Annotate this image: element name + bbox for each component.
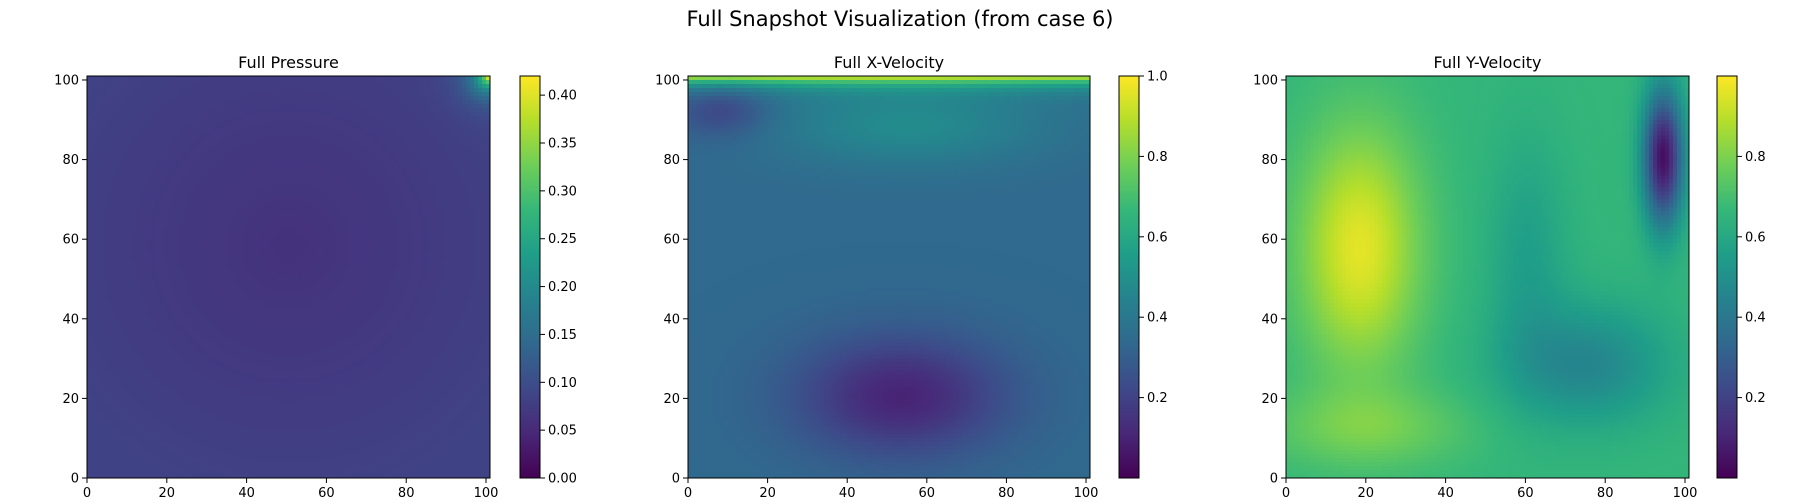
x-tick-label: 80	[1597, 486, 1614, 500]
y-tick-label: 80	[62, 153, 79, 168]
y-tick-label: 0	[71, 472, 79, 487]
colorbar-tick-label: 0.8	[1745, 150, 1766, 165]
panel-yvel: Full Y-Velocity 0 20 40 60 80 100 0 20 40 60 80 100 0…	[1253, 53, 1766, 501]
heatmap-image	[688, 76, 1090, 478]
colorbar-tick-label: 0.6	[1147, 230, 1168, 245]
colorbar	[519, 75, 541, 479]
x-tick-label: 40	[839, 486, 856, 500]
colorbar-tick-label: 0.05	[548, 424, 577, 439]
colorbar-tick-label: 0.20	[548, 280, 577, 295]
x-tick-label: 0	[684, 486, 692, 500]
colorbar-tick-label: 0.4	[1147, 311, 1168, 326]
x-tick-label: 40	[238, 486, 255, 500]
x-tick-label: 20	[759, 486, 776, 500]
x-tick-label: 80	[998, 486, 1015, 500]
panel-xvel: Full X-Velocity 0 20 40 60 80 100 0 20 40 60 80 100 0…	[655, 53, 1168, 501]
colorbar	[1716, 75, 1738, 479]
colorbar-tick-label: 0.25	[548, 232, 577, 247]
colorbar-tick-label: 0.4	[1745, 311, 1766, 326]
y-tick-label: 20	[62, 392, 79, 407]
axes-frame	[86, 75, 491, 479]
y-tick-label: 0	[1270, 472, 1278, 487]
colorbar-tick-label: 0.10	[548, 376, 577, 391]
heatmap-image	[87, 76, 490, 478]
x-tick-label: 20	[159, 486, 176, 500]
colorbar-tick-label: 0.2	[1147, 391, 1168, 406]
colorbar-tick-label: 0.00	[548, 472, 577, 487]
x-tick-label: 60	[318, 486, 335, 500]
y-tick-label: 100	[655, 73, 680, 88]
y-tick-label: 100	[1253, 73, 1278, 88]
axes-frame	[1285, 75, 1690, 479]
y-tick-label: 40	[62, 312, 79, 327]
panel-title: Full Pressure	[238, 53, 339, 72]
y-tick-label: 60	[663, 233, 680, 248]
y-tick-label: 40	[1261, 312, 1278, 327]
x-tick-label: 100	[1074, 486, 1099, 500]
x-tick-label: 0	[1282, 486, 1290, 500]
y-tick-label: 40	[663, 312, 680, 327]
colorbar-tick-label: 1.0	[1147, 70, 1168, 85]
panel-title: Full X-Velocity	[834, 53, 944, 72]
y-tick-label: 80	[663, 153, 680, 168]
y-tick-label: 60	[1261, 233, 1278, 248]
y-tick-label: 20	[663, 392, 680, 407]
y-tick-label: 100	[54, 73, 79, 88]
heatmap-image	[1286, 76, 1689, 478]
colorbar-tick-label: 0.15	[548, 328, 577, 343]
y-tick-label: 0	[672, 472, 680, 487]
panel-pressure: Full Pressure 0 20 40 60 80 100 0 20 40 60 80 100 0.0…	[54, 53, 577, 501]
colorbar-tick-label: 0.6	[1745, 230, 1766, 245]
colorbar-tick-label: 0.30	[548, 184, 577, 199]
colorbar-tick-label: 0.2	[1745, 391, 1766, 406]
x-tick-label: 100	[474, 486, 499, 500]
figure-title: Full Snapshot Visualization (from case 6…	[687, 7, 1114, 31]
y-tick-label: 60	[62, 233, 79, 248]
y-tick-label: 80	[1261, 153, 1278, 168]
x-tick-label: 60	[919, 486, 936, 500]
colorbar	[1118, 75, 1140, 479]
panel-title: Full Y-Velocity	[1434, 53, 1542, 72]
axes-frame	[687, 75, 1091, 479]
x-tick-label: 80	[398, 486, 415, 500]
x-tick-label: 60	[1517, 486, 1534, 500]
x-tick-label: 0	[83, 486, 91, 500]
x-tick-label: 40	[1437, 486, 1454, 500]
colorbar-tick-label: 0.35	[548, 137, 577, 152]
y-tick-label: 20	[1261, 392, 1278, 407]
x-tick-label: 100	[1673, 486, 1698, 500]
colorbar-tick-label: 0.40	[548, 89, 577, 104]
x-tick-label: 20	[1358, 486, 1375, 500]
colorbar-tick-label: 0.8	[1147, 150, 1168, 165]
